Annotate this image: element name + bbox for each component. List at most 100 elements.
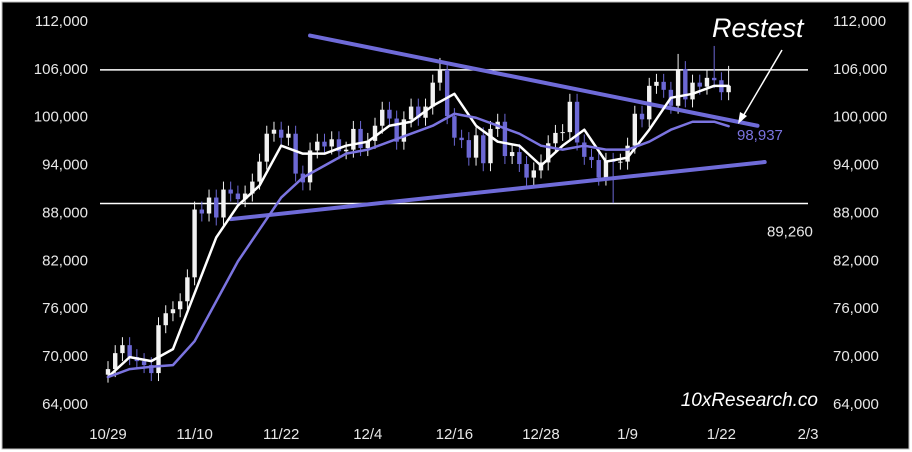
candle-body [127, 345, 132, 358]
x-tick-label: 1/9 [617, 426, 638, 443]
candle-body [416, 106, 421, 118]
y2-tick-label: 100,000 [833, 109, 887, 126]
candle-body [567, 101, 573, 133]
candle-body [120, 345, 125, 354]
candle-body [365, 140, 370, 149]
candle-body [704, 77, 710, 87]
candle-body [307, 150, 313, 183]
trendline [228, 160, 767, 222]
candle-body [264, 133, 269, 162]
y2-tick-label: 64,000 [833, 396, 879, 413]
candle-body [452, 116, 457, 138]
candle-body [553, 132, 558, 144]
candle-body [343, 149, 349, 152]
end-label: 98,937 [737, 127, 783, 144]
candle-body [582, 142, 587, 157]
candle-body [459, 137, 464, 141]
watermark: 10xResearch.co [681, 390, 818, 411]
candle-body [430, 82, 435, 107]
moving-average-line [106, 112, 730, 379]
y2-tick-label: 112,000 [833, 13, 886, 30]
y2-tick-label: 82,000 [833, 252, 879, 269]
candle-body [336, 139, 342, 152]
candle-body [163, 313, 168, 326]
candle-body [625, 145, 630, 162]
candle-body [177, 301, 183, 310]
y2-tick-label: 88,000 [833, 204, 879, 221]
candle-body [271, 129, 277, 134]
level-label: 89,260 [767, 223, 813, 240]
candle-body [690, 82, 695, 100]
candle-body [531, 170, 536, 178]
candle-body [185, 277, 190, 302]
candle-body [560, 132, 565, 134]
y-tick-label: 94,000 [42, 157, 88, 174]
y-tick-label: 76,000 [42, 300, 88, 317]
candle-body [206, 197, 212, 214]
candle-body [524, 164, 529, 178]
candle-body [387, 109, 392, 119]
y-tick-label: 112,000 [35, 13, 88, 30]
candle-body [351, 128, 356, 150]
candle-body [293, 133, 298, 174]
candle-body [654, 81, 659, 86]
candle-body [596, 160, 601, 178]
x-tick-label: 11/10 [176, 426, 212, 443]
x-tick-label: 10/29 [89, 426, 127, 443]
candle-body [105, 369, 111, 375]
candle-body [358, 128, 363, 149]
candle-body [517, 152, 522, 165]
x-tick-label: 12/28 [522, 426, 560, 443]
annotation: Restest [712, 13, 805, 43]
candle-body [192, 209, 197, 278]
y2-tick-label: 106,000 [833, 61, 887, 78]
annotation-arrow [738, 49, 783, 124]
candle-body [502, 121, 508, 157]
y-tick-label: 64,000 [42, 396, 88, 413]
candle-body [711, 77, 717, 81]
y-tick-label: 100,000 [34, 109, 88, 126]
candle-body [488, 128, 493, 164]
candle-body [481, 135, 486, 164]
candle-body [286, 133, 291, 138]
candle-body [437, 69, 443, 83]
trendline [308, 33, 760, 128]
y2-tick-label: 70,000 [833, 348, 879, 365]
x-tick-label: 2/3 [798, 426, 819, 443]
candle-body [726, 85, 731, 93]
candle-body [250, 181, 255, 194]
candle-body [221, 189, 226, 218]
candle-body [632, 113, 638, 146]
candle-body [466, 140, 472, 158]
candle-body [156, 325, 161, 374]
candle-body [697, 82, 702, 87]
candle-body [141, 361, 147, 366]
y-tick-label: 70,000 [42, 348, 88, 365]
candle-body [214, 197, 219, 218]
candle-body [408, 106, 414, 120]
candle-body [509, 152, 515, 157]
candle-body [113, 353, 118, 370]
candle-body [546, 143, 551, 163]
candle-body [675, 69, 681, 106]
candle-body [661, 81, 666, 90]
x-tick-label: 12/4 [353, 426, 382, 443]
candle-body [329, 139, 334, 147]
candle-body [394, 118, 399, 142]
candle-body [149, 365, 154, 374]
candle-body [683, 69, 688, 100]
y-tick-label: 106,000 [34, 61, 88, 78]
candle-body [401, 119, 407, 142]
candle-body [199, 209, 205, 214]
candle-body [380, 109, 385, 126]
candle-body [444, 69, 450, 117]
candle-body [589, 156, 594, 161]
candle-body [372, 125, 378, 141]
candle-body [603, 160, 609, 178]
candle-body [574, 101, 580, 143]
y-tick-label: 88,000 [42, 204, 88, 221]
y-tick-label: 82,000 [42, 252, 88, 269]
candle-body [235, 193, 241, 200]
